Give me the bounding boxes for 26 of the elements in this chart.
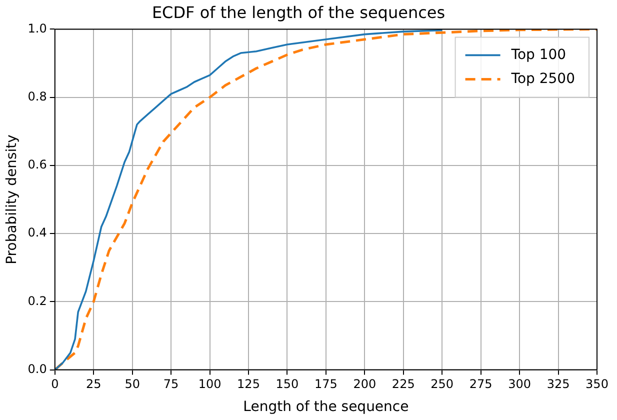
- y-tick-label: 0.8: [28, 89, 47, 104]
- y-tick-label: 0.2: [28, 294, 47, 308]
- y-tick-label: 0.4: [28, 226, 47, 240]
- x-tick-label: 175: [314, 377, 338, 392]
- x-tick-label: 125: [237, 377, 260, 392]
- x-tick-label: 250: [430, 377, 454, 392]
- x-tick-label: 150: [276, 377, 299, 392]
- x-tick-label: 275: [469, 377, 492, 392]
- x-tick-label: 50: [124, 377, 140, 392]
- x-axis-title: Length of the sequence: [243, 399, 409, 416]
- x-tick-label: 350: [586, 377, 608, 392]
- y-tick-label: 0.0: [28, 362, 47, 376]
- y-tick-label: 0.6: [28, 158, 47, 172]
- x-tick-label: 200: [353, 377, 376, 392]
- x-tick-label: 0: [51, 377, 59, 392]
- y-tick-label: 1.0: [28, 21, 47, 36]
- legend-label: Top 100: [510, 46, 566, 63]
- x-tick-label: 100: [198, 377, 222, 392]
- x-tick-label: 300: [508, 377, 532, 392]
- x-tick-label: 325: [546, 377, 570, 392]
- chart-title: ECDF of the length of the sequences: [152, 2, 446, 22]
- x-tick-label: 225: [392, 377, 415, 392]
- legend-label: Top 2500: [510, 70, 576, 87]
- x-tick-label: 25: [86, 377, 102, 392]
- x-tick-label: 75: [163, 377, 179, 392]
- y-axis-title: Probability density: [4, 134, 20, 264]
